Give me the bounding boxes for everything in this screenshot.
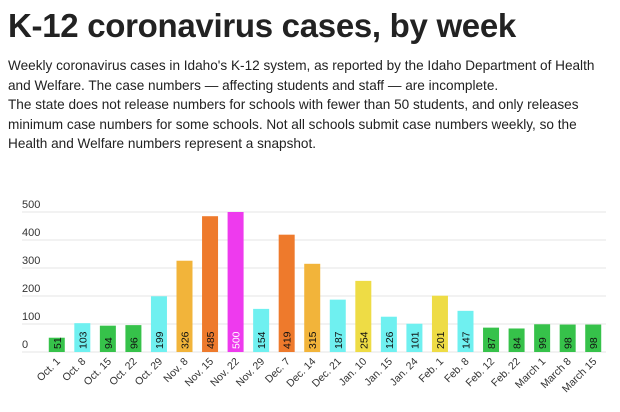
bar bbox=[559, 324, 576, 352]
bar bbox=[406, 323, 423, 352]
bar-value-label: 326 bbox=[180, 331, 192, 349]
bar-value-label: 419 bbox=[282, 331, 294, 349]
bar bbox=[431, 295, 448, 352]
bar-value-label: 103 bbox=[77, 331, 89, 349]
y-axis-ticks: 0 100 200 300 400 500 bbox=[22, 199, 40, 351]
y-tick-label: 100 bbox=[22, 311, 40, 323]
bar bbox=[355, 280, 372, 352]
bar bbox=[329, 299, 346, 352]
description-paragraph-2: The state does not release numbers for s… bbox=[8, 97, 579, 152]
bar-value-label: 485 bbox=[205, 331, 217, 349]
bar bbox=[48, 337, 65, 352]
bar bbox=[176, 260, 193, 352]
bar-value-label: 199 bbox=[154, 331, 166, 349]
bar-value-label: 84 bbox=[512, 337, 524, 349]
bar-value-label: 315 bbox=[307, 331, 319, 349]
bar-value-label: 201 bbox=[435, 331, 447, 349]
bar-value-label: 94 bbox=[103, 337, 115, 349]
x-tick-label: Dec. 21 bbox=[310, 356, 344, 390]
x-tick-label: Oct. 22 bbox=[107, 356, 140, 389]
bar bbox=[253, 308, 270, 352]
bar-value-label: 254 bbox=[358, 331, 370, 349]
bar bbox=[278, 234, 295, 352]
bar-value-label: 99 bbox=[537, 337, 549, 349]
bar bbox=[125, 325, 142, 352]
x-tick-label: Oct. 15 bbox=[82, 356, 115, 389]
x-tick-label: Oct. 1 bbox=[35, 356, 63, 384]
bar bbox=[380, 316, 397, 352]
bar bbox=[585, 324, 602, 352]
chart-description: Weekly coronavirus cases in Idaho's K-12… bbox=[8, 56, 614, 154]
chart-title: K-12 coronavirus cases, by week bbox=[8, 7, 516, 44]
y-tick-label: 200 bbox=[22, 283, 40, 295]
bar bbox=[227, 212, 244, 352]
bar-value-label: 500 bbox=[231, 331, 243, 349]
y-tick-label: 400 bbox=[22, 227, 40, 239]
bar bbox=[508, 328, 525, 352]
bar bbox=[202, 216, 219, 352]
bar bbox=[534, 324, 551, 352]
description-paragraph-1: Weekly coronavirus cases in Idaho's K-12… bbox=[8, 58, 595, 93]
y-tick-label: 0 bbox=[22, 339, 28, 351]
bar bbox=[457, 310, 474, 352]
bar-value-label: 98 bbox=[563, 337, 575, 349]
x-tick-label: Oct. 29 bbox=[133, 356, 166, 389]
bar-value-label: 101 bbox=[409, 331, 421, 349]
bar-value-label: 87 bbox=[486, 337, 498, 349]
x-tick-label: Nov. 29 bbox=[234, 356, 268, 390]
bar bbox=[150, 296, 167, 352]
bar-value-label: 98 bbox=[588, 337, 600, 349]
x-tick-label: Jan. 24 bbox=[388, 356, 421, 389]
bars bbox=[48, 212, 602, 352]
bar-value-label: 187 bbox=[333, 331, 345, 349]
bar bbox=[304, 263, 321, 352]
bar-value-label: 96 bbox=[128, 337, 140, 349]
bar-value-label: 126 bbox=[384, 331, 396, 349]
bar-value-label: 51 bbox=[52, 337, 64, 349]
y-tick-label: 300 bbox=[22, 255, 40, 267]
bar bbox=[483, 327, 500, 352]
bar-value-label: 154 bbox=[256, 331, 268, 349]
bar-value-label: 147 bbox=[461, 331, 473, 349]
x-tick-label: Feb. 1 bbox=[417, 356, 447, 386]
value-labels: 51 103 94 96 199 326 485 500 154 419 315 187 254 126 1… bbox=[52, 331, 600, 349]
bar bbox=[74, 323, 91, 352]
y-tick-label: 500 bbox=[22, 199, 40, 211]
bar bbox=[99, 325, 116, 352]
